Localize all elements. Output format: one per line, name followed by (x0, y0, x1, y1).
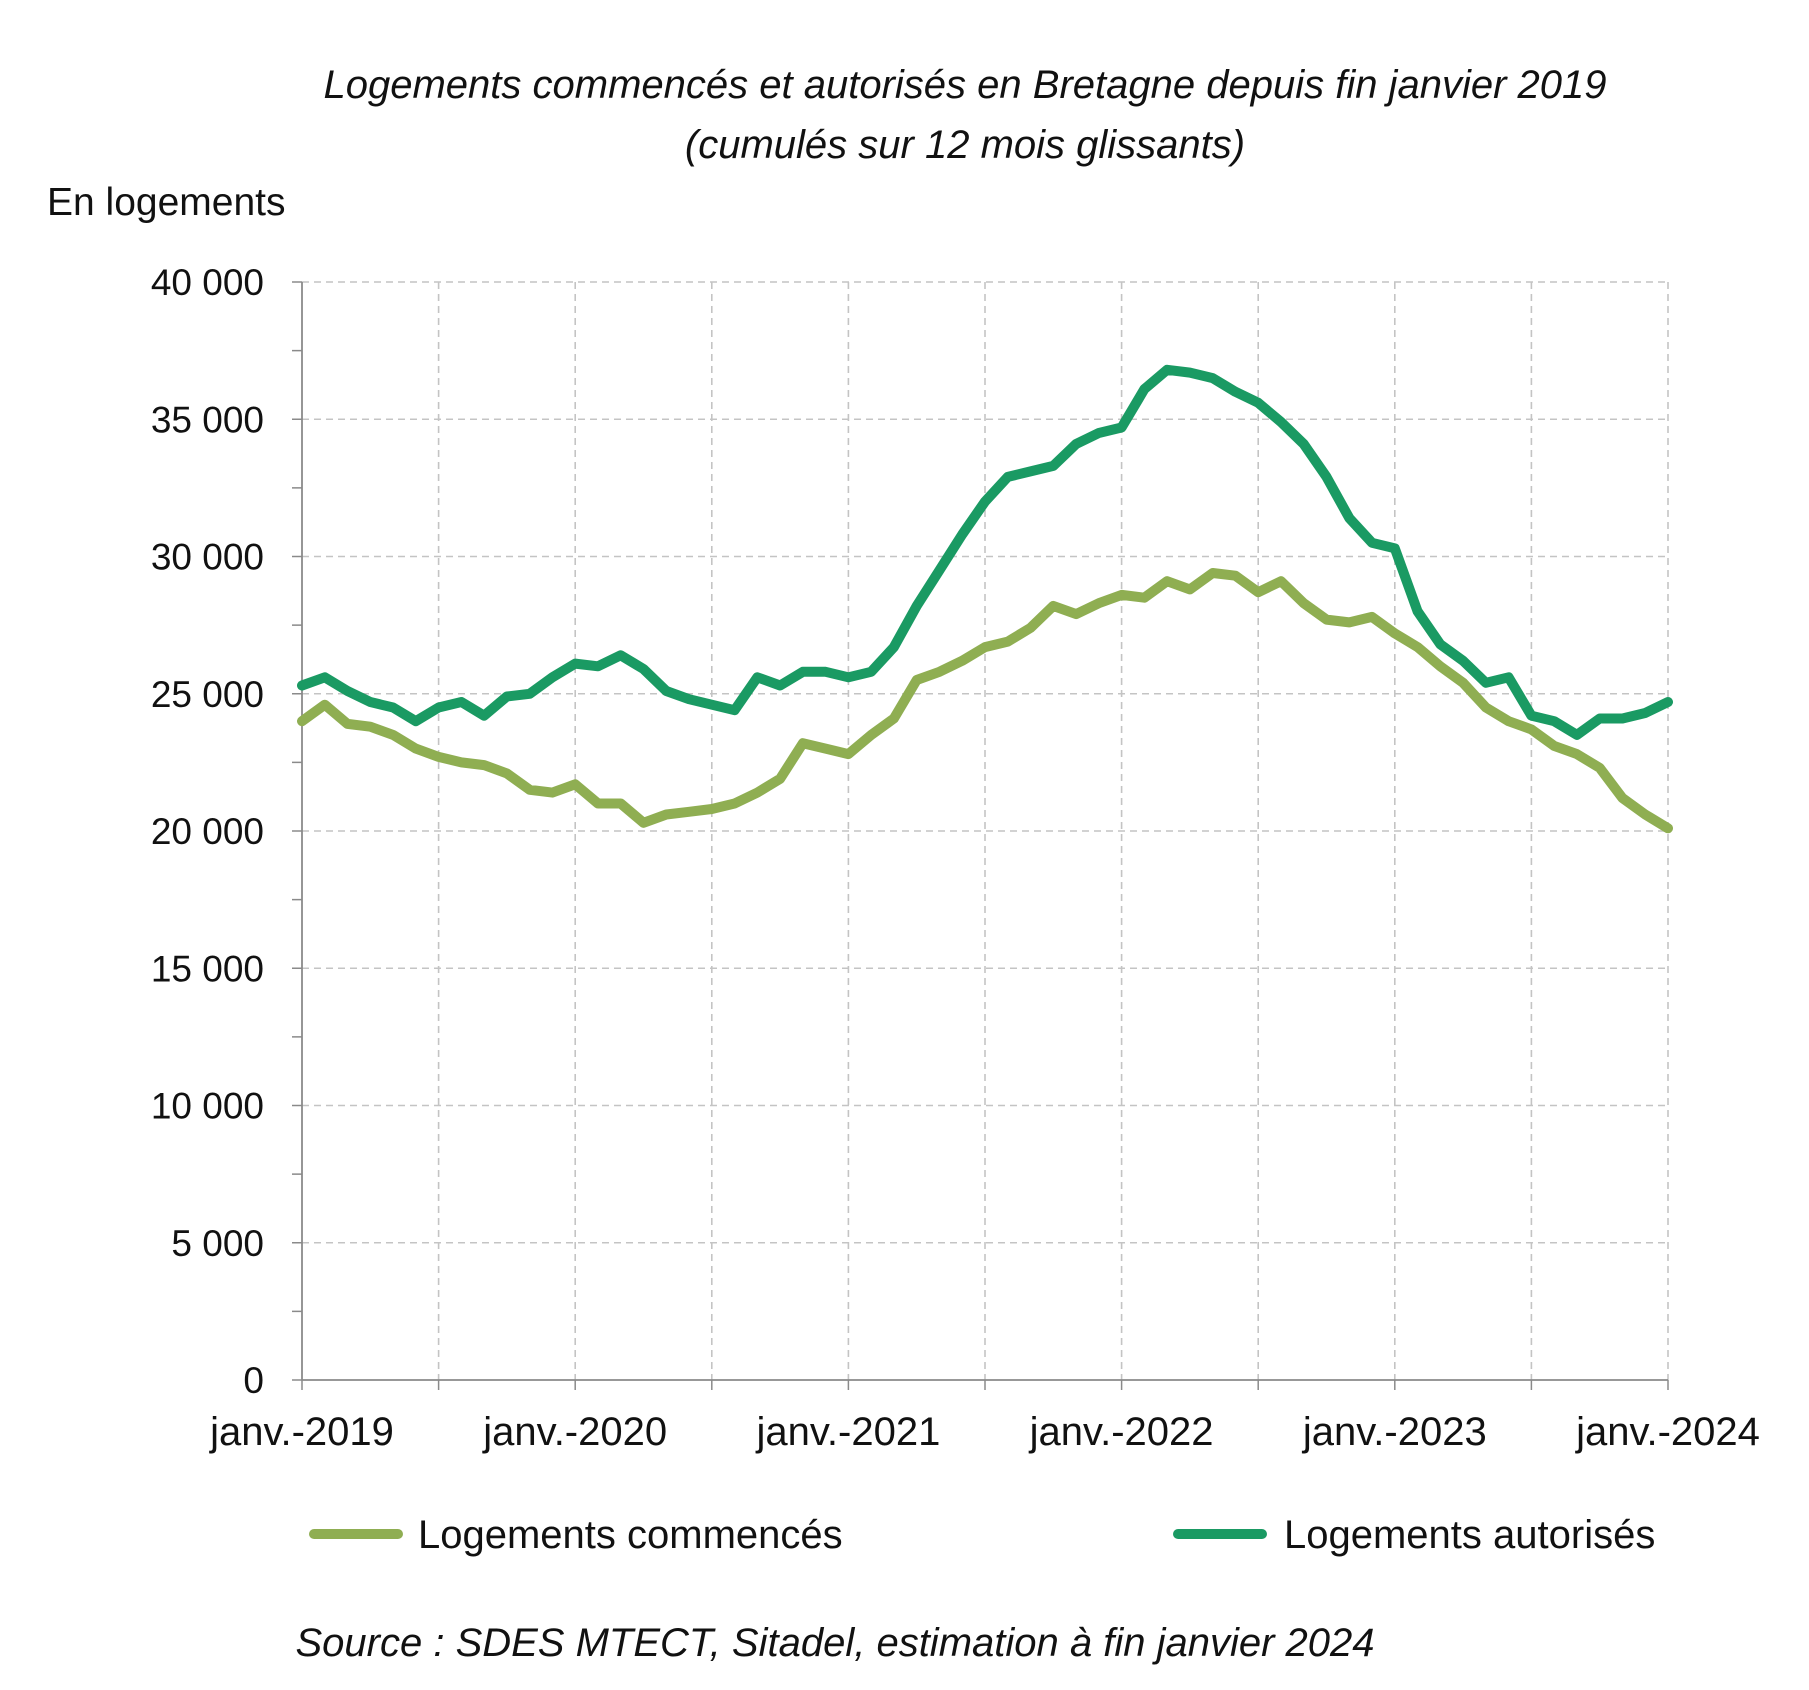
series-lines (297, 364, 1673, 834)
y-tick-label: 40 000 (151, 262, 264, 303)
y-tick-label: 5 000 (171, 1223, 264, 1264)
legend-label-logements-autorises: Logements autorisés (1284, 1513, 1655, 1557)
y-axis-unit-label: En logements (47, 181, 285, 224)
y-tick-label: 10 000 (151, 1086, 264, 1127)
x-tick-label: janv.-2023 (1302, 1410, 1487, 1454)
y-tick-labels: 0 5 000 10 000 15 000 20 000 25 000 30 000 35 0… (151, 262, 264, 1401)
legend-label-logements-commences: Logements commencés (418, 1513, 843, 1557)
legend: Logements commencés Logements autorisés (309, 1513, 1655, 1557)
y-tick-label: 30 000 (151, 537, 264, 578)
y-tick-label: 20 000 (151, 811, 264, 852)
chart-title: Logements commencés et autorisés en Bret… (324, 63, 1607, 107)
series-line-logements-autorises (297, 364, 1673, 740)
y-tick-label: 35 000 (151, 399, 264, 440)
x-tick-label: janv.-2024 (1575, 1410, 1760, 1454)
y-tick-label: 25 000 (151, 674, 264, 715)
y-tick-label: 0 (243, 1360, 264, 1401)
x-tick-label: janv.-2020 (482, 1410, 667, 1454)
grid-lines (302, 281, 1669, 1380)
x-tick-label: janv.-2022 (1029, 1410, 1214, 1454)
x-tick-labels: janv.-2019 janv.-2020 janv.-2021 janv.-2022… (209, 1410, 1760, 1454)
series-line-logements-commences (297, 568, 1673, 834)
source-note: Source : SDES MTECT, Sitadel, estimation… (295, 1621, 1374, 1665)
x-tick-label: janv.-2019 (209, 1410, 394, 1454)
chart-subtitle: (cumulés sur 12 mois glissants) (685, 123, 1245, 167)
axes (292, 281, 1669, 1390)
x-tick-label: janv.-2021 (755, 1410, 940, 1454)
y-tick-label: 15 000 (151, 948, 264, 989)
